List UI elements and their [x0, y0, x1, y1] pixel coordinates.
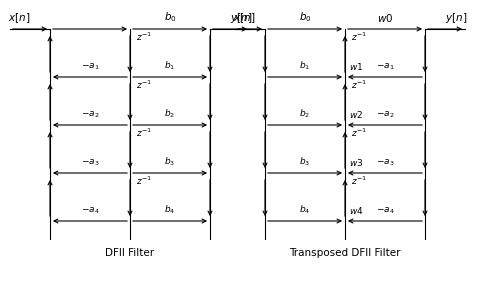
Text: $y[n]$: $y[n]$	[230, 11, 252, 25]
Text: $b_{3}$: $b_{3}$	[300, 155, 310, 168]
Text: $w4$: $w4$	[349, 205, 364, 216]
Text: $-a_{1}$: $-a_{1}$	[80, 61, 100, 72]
Text: $-a_{4}$: $-a_{4}$	[80, 206, 100, 216]
Text: $w3$: $w3$	[349, 157, 364, 168]
Text: $b_{3}$: $b_{3}$	[164, 155, 175, 168]
Text: $-a_{4}$: $-a_{4}$	[376, 206, 394, 216]
Text: $b_{1}$: $b_{1}$	[300, 60, 310, 72]
Text: $b_{2}$: $b_{2}$	[300, 107, 310, 120]
Text: $w1$: $w1$	[349, 61, 364, 72]
Text: $z^{-1}$: $z^{-1}$	[136, 79, 152, 91]
Text: $-a_{3}$: $-a_{3}$	[80, 158, 100, 168]
Text: $b_{1}$: $b_{1}$	[164, 60, 175, 72]
Text: $b_0$: $b_0$	[298, 10, 312, 24]
Text: DFII Filter: DFII Filter	[106, 248, 154, 258]
Text: $b_{4}$: $b_{4}$	[300, 204, 310, 216]
Text: $b_0$: $b_0$	[164, 10, 176, 24]
Text: $z^{-1}$: $z^{-1}$	[136, 31, 152, 43]
Text: $-a_{1}$: $-a_{1}$	[376, 61, 394, 72]
Text: $z^{-1}$: $z^{-1}$	[351, 175, 367, 187]
Text: $b_{4}$: $b_{4}$	[164, 204, 175, 216]
Text: $z^{-1}$: $z^{-1}$	[351, 31, 367, 43]
Text: $z^{-1}$: $z^{-1}$	[136, 175, 152, 187]
Text: $z^{-1}$: $z^{-1}$	[351, 79, 367, 91]
Text: $-a_{3}$: $-a_{3}$	[376, 158, 394, 168]
Text: $y[n]$: $y[n]$	[444, 11, 467, 25]
Text: $z^{-1}$: $z^{-1}$	[351, 127, 367, 139]
Text: $-a_{2}$: $-a_{2}$	[81, 109, 99, 120]
Text: $x[n]$: $x[n]$	[233, 11, 256, 25]
Text: $w2$: $w2$	[349, 109, 363, 120]
Text: $x[n]$: $x[n]$	[8, 11, 30, 25]
Text: Transposed DFII Filter: Transposed DFII Filter	[289, 248, 401, 258]
Text: $z^{-1}$: $z^{-1}$	[136, 127, 152, 139]
Text: $b_{2}$: $b_{2}$	[164, 107, 175, 120]
Text: $w0$: $w0$	[377, 12, 393, 24]
Text: $-a_{2}$: $-a_{2}$	[376, 109, 394, 120]
